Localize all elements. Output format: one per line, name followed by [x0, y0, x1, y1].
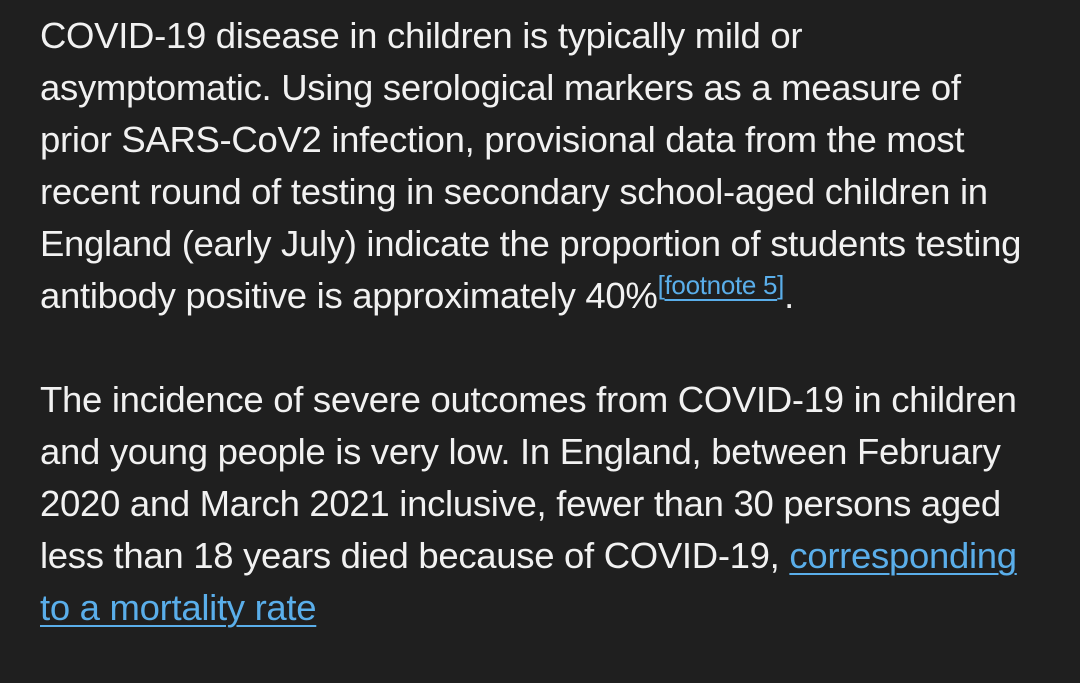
- mortality-rate-link[interactable]: corresponding to a mortality rate: [40, 535, 1017, 628]
- footnote-5-link[interactable]: footnote 5: [664, 270, 778, 300]
- footnote-close-bracket: ]: [777, 270, 785, 300]
- paragraph-covid-children: COVID-19 disease in children is typicall…: [40, 10, 1040, 322]
- paragraph-2-text: The incidence of severe outcomes from CO…: [40, 379, 1017, 576]
- paragraph-1-period: .: [784, 275, 794, 316]
- footnote-reference[interactable]: [footnote 5]: [658, 270, 785, 300]
- footnote-open-bracket: [: [657, 270, 665, 300]
- paragraph-1-text: COVID-19 disease in children is typicall…: [40, 15, 1022, 316]
- paragraph-severe-outcomes: The incidence of severe outcomes from CO…: [40, 374, 1040, 634]
